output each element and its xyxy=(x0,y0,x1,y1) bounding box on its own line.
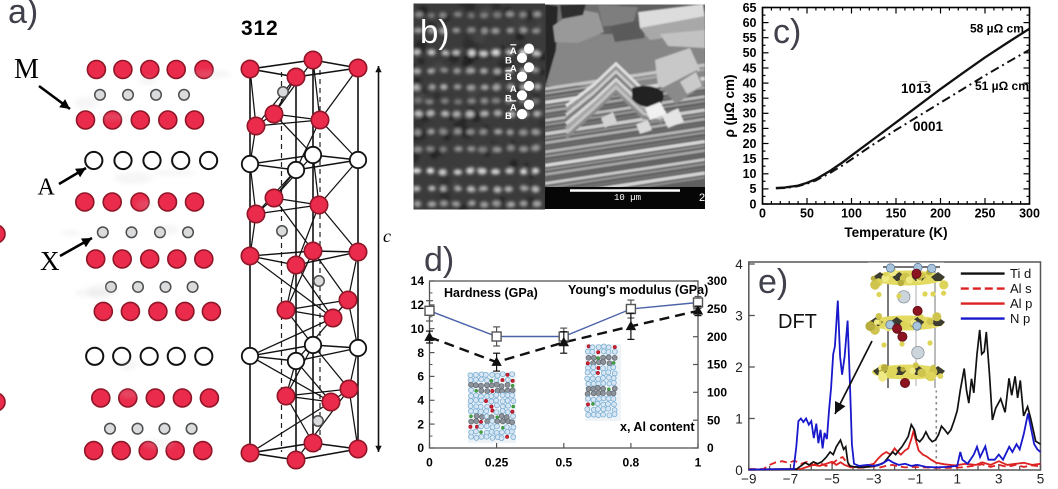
svg-text:6: 6 xyxy=(417,370,424,384)
svg-text:3: 3 xyxy=(995,472,1003,487)
svg-text:0: 0 xyxy=(750,197,757,211)
svg-text:d): d) xyxy=(424,241,454,279)
svg-text:3: 3 xyxy=(735,308,743,323)
svg-text:50: 50 xyxy=(800,207,814,221)
svg-text:30: 30 xyxy=(743,107,757,121)
svg-text:20: 20 xyxy=(743,137,757,151)
svg-text:200: 200 xyxy=(707,330,727,344)
svg-text:Hardness (GPa): Hardness (GPa) xyxy=(444,286,538,300)
svg-text:35: 35 xyxy=(743,92,757,106)
svg-text:A: A xyxy=(510,102,517,113)
svg-text:B: B xyxy=(505,111,512,122)
svg-text:Al s: Al s xyxy=(1010,281,1032,296)
svg-text:A: A xyxy=(510,84,517,95)
svg-text:45: 45 xyxy=(743,61,757,75)
svg-text:1: 1 xyxy=(735,411,743,426)
svg-text:−1: −1 xyxy=(908,472,923,487)
svg-text:0.5: 0.5 xyxy=(555,456,572,470)
svg-text:4: 4 xyxy=(417,394,424,408)
svg-text:0: 0 xyxy=(417,441,424,455)
svg-text:DFT: DFT xyxy=(778,311,817,333)
svg-text:100: 100 xyxy=(841,207,862,221)
svg-text:1: 1 xyxy=(953,472,961,487)
svg-text:150: 150 xyxy=(886,207,907,221)
svg-text:312: 312 xyxy=(241,17,278,40)
svg-text:0.25: 0.25 xyxy=(485,456,509,470)
svg-text:150: 150 xyxy=(707,358,727,372)
svg-text:60: 60 xyxy=(743,16,757,30)
svg-text:51 µΩ cm: 51 µΩ cm xyxy=(975,79,1029,93)
svg-text:B: B xyxy=(505,94,512,105)
svg-text:N p: N p xyxy=(1010,311,1030,326)
svg-text:25: 25 xyxy=(743,122,757,136)
svg-text:40: 40 xyxy=(743,76,757,90)
svg-text:−5: −5 xyxy=(824,472,839,487)
svg-text:2: 2 xyxy=(699,192,705,204)
svg-text:65: 65 xyxy=(743,1,757,15)
svg-text:−9: −9 xyxy=(741,472,756,487)
svg-text:B: B xyxy=(505,72,512,83)
svg-text:2: 2 xyxy=(735,360,743,375)
svg-text:M: M xyxy=(14,54,39,85)
svg-text:c): c) xyxy=(773,13,801,51)
svg-text:10 µm: 10 µm xyxy=(614,193,641,203)
svg-text:a): a) xyxy=(8,0,38,31)
svg-text:−3: −3 xyxy=(866,472,881,487)
svg-text:14: 14 xyxy=(411,274,425,288)
svg-text:250: 250 xyxy=(975,207,996,221)
svg-text:5: 5 xyxy=(750,182,757,196)
svg-text:250: 250 xyxy=(707,302,727,316)
svg-text:b): b) xyxy=(420,13,449,50)
svg-text:8: 8 xyxy=(417,346,424,360)
svg-text:15: 15 xyxy=(743,152,757,166)
svg-text:A: A xyxy=(510,46,517,57)
svg-text:5: 5 xyxy=(1037,472,1045,487)
svg-text:10: 10 xyxy=(411,322,425,336)
svg-text:200: 200 xyxy=(930,207,951,221)
svg-text:300: 300 xyxy=(1019,207,1040,221)
svg-text:50: 50 xyxy=(707,413,721,427)
svg-text:Al p: Al p xyxy=(1010,296,1032,311)
svg-text:0001: 0001 xyxy=(913,119,944,134)
svg-text:X: X xyxy=(40,246,60,276)
svg-text:e): e) xyxy=(758,263,788,301)
svg-text:100: 100 xyxy=(707,386,727,400)
svg-text:−7: −7 xyxy=(783,472,798,487)
svg-text:12: 12 xyxy=(411,298,425,312)
svg-text:A: A xyxy=(38,175,56,201)
svg-text:x, Al content: x, Al content xyxy=(620,420,695,434)
svg-text:B: B xyxy=(505,56,512,67)
svg-text:0: 0 xyxy=(735,463,743,478)
svg-text:300: 300 xyxy=(707,274,727,288)
svg-text:55: 55 xyxy=(743,31,757,45)
svg-text:0: 0 xyxy=(759,207,766,221)
svg-text:0: 0 xyxy=(426,456,433,470)
svg-text:58 µΩ cm: 58 µΩ cm xyxy=(970,22,1024,36)
svg-text:Young's modulus (GPa): Young's modulus (GPa) xyxy=(568,283,708,297)
svg-text:0.8: 0.8 xyxy=(623,456,640,470)
svg-text:ρ (µΩ cm): ρ (µΩ cm) xyxy=(722,75,737,138)
svg-text:0: 0 xyxy=(707,441,714,455)
svg-text:2: 2 xyxy=(417,417,424,431)
svg-text:Ti d: Ti d xyxy=(1010,266,1031,281)
svg-text:101̅3: 101̅3 xyxy=(901,81,932,96)
svg-text:c: c xyxy=(383,226,391,246)
svg-text:1: 1 xyxy=(695,456,702,470)
svg-text:50: 50 xyxy=(743,46,757,60)
svg-text:Temperature (K): Temperature (K) xyxy=(844,225,947,240)
svg-text:10: 10 xyxy=(743,167,757,181)
svg-text:4: 4 xyxy=(735,257,743,272)
svg-text:A: A xyxy=(510,64,517,75)
